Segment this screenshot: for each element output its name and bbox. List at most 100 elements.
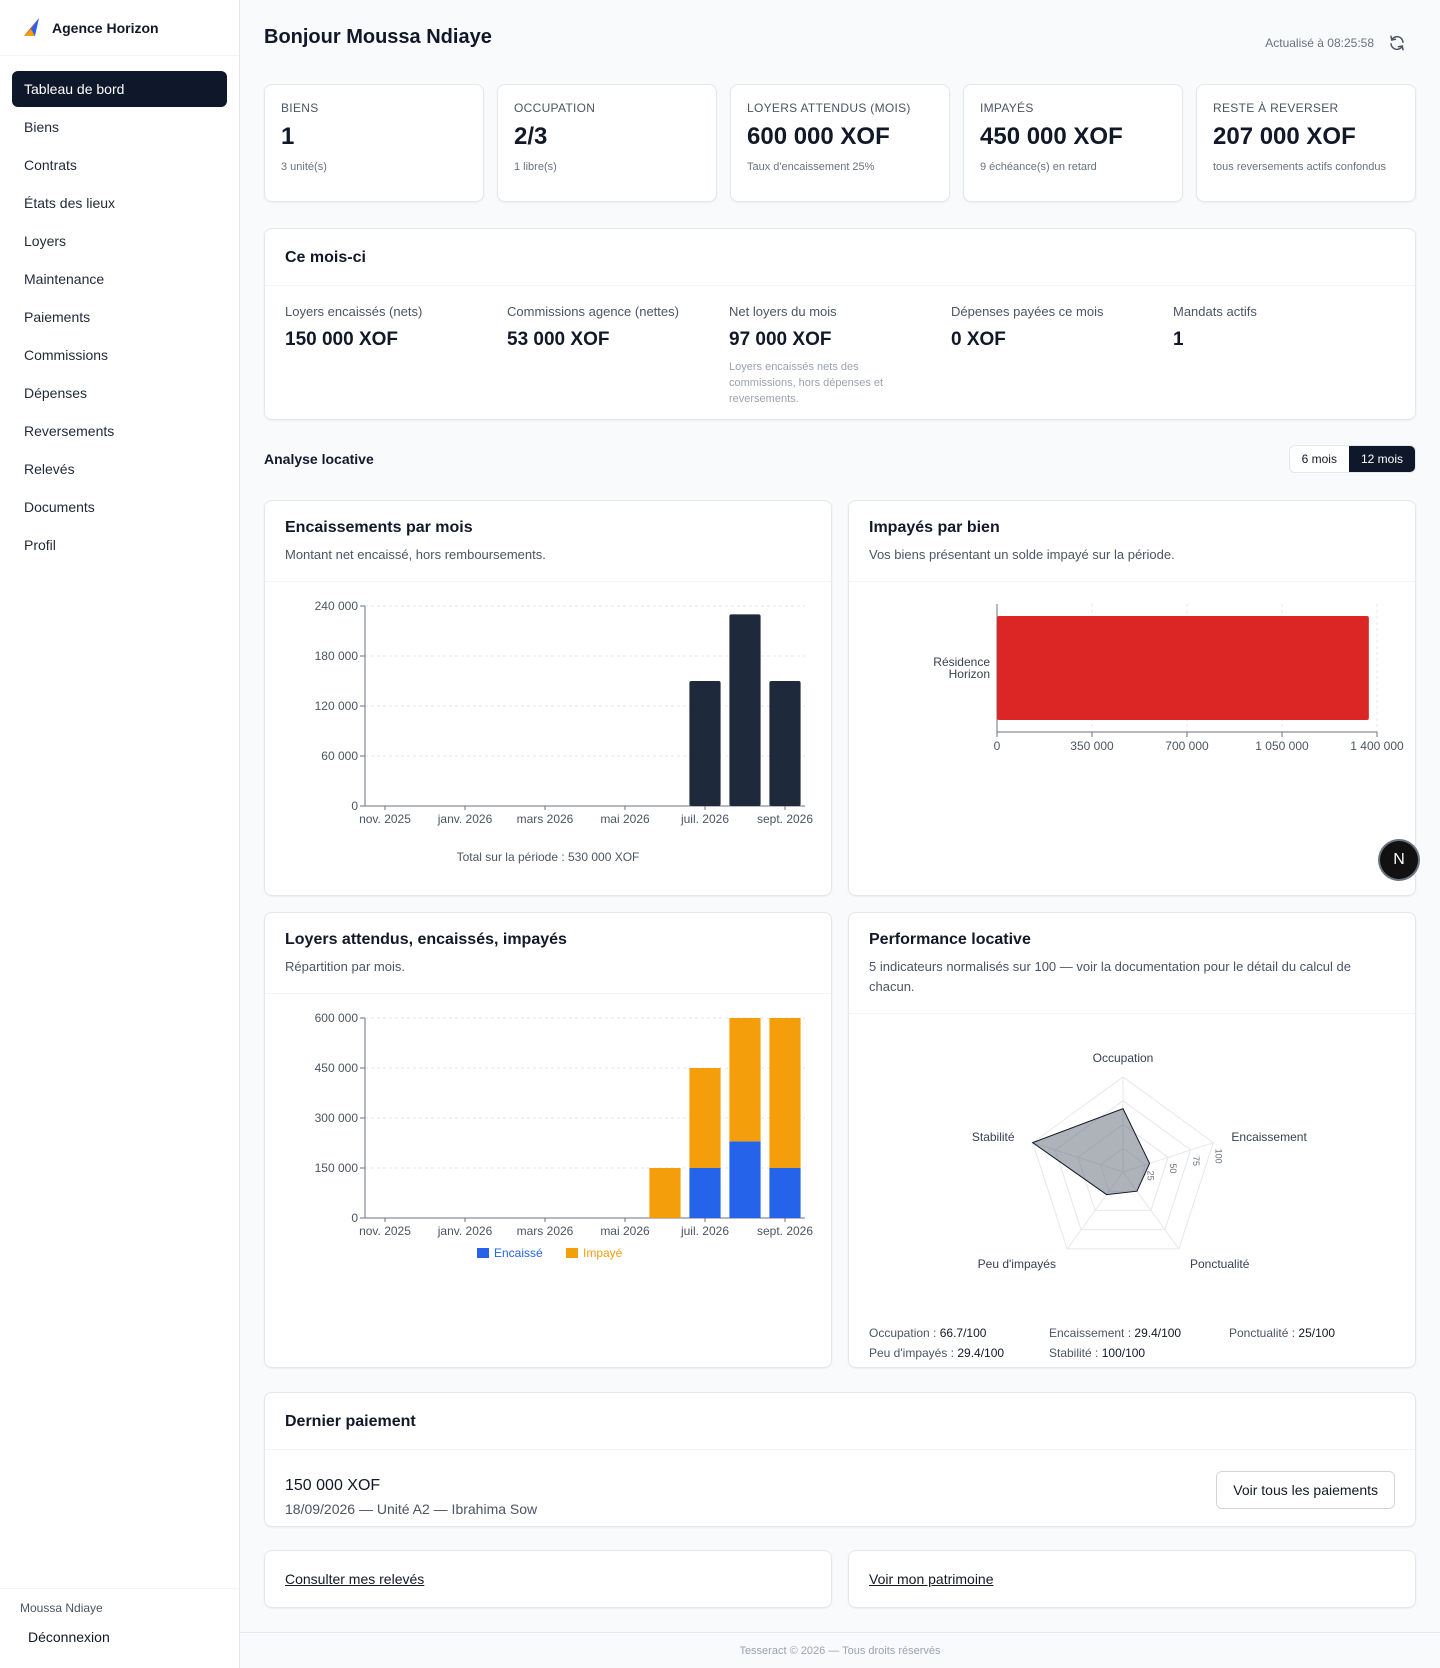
kpi-sub: tous reversements actifs confondus bbox=[1213, 161, 1387, 173]
sidebar-item-biens[interactable]: Biens bbox=[24, 119, 60, 135]
radar-tick-label: 75 bbox=[1191, 1156, 1201, 1166]
stat-value: 1 bbox=[1173, 329, 1184, 350]
bar-encaiss bbox=[729, 1141, 761, 1218]
stat-commissions: Commissions agence (nettes) 53 000 XOF bbox=[507, 304, 729, 407]
x-tick-label: 0 bbox=[994, 739, 1001, 753]
stat-depenses: Dépenses payées ce mois 0 XOF bbox=[951, 304, 1173, 407]
chart-title: Loyers attendus, encaissés, impayés bbox=[285, 931, 567, 948]
user-name: Moussa Ndiaye bbox=[20, 1601, 103, 1615]
analysis-title: Analyse locative bbox=[264, 451, 374, 467]
brand-name: Agence Horizon bbox=[52, 19, 159, 36]
sidebar-item-maintenance[interactable]: Maintenance bbox=[24, 271, 105, 287]
sidebar-item-loyers[interactable]: Loyers bbox=[24, 233, 67, 249]
y-tick-label: Résidence bbox=[933, 655, 990, 669]
kpi-label: Reste à reverser bbox=[1213, 101, 1339, 115]
page-footer: Tesseract © 2026 — Tous droits réservés bbox=[240, 1632, 1440, 1668]
releves-link[interactable]: Consulter mes relevés bbox=[285, 1571, 425, 1587]
x-tick-label: sept. 2026 bbox=[757, 1224, 813, 1238]
kpi-occupation: Occupation 2/3 1 libre(s) bbox=[497, 84, 717, 202]
bar-impay bbox=[689, 1068, 721, 1168]
last-payment-detail: 18/09/2026 — Unité A2 — Ibrahima Sow bbox=[285, 1501, 538, 1517]
perf-stat: Occupation : 66.7/100 bbox=[869, 1326, 987, 1340]
bar bbox=[769, 681, 801, 806]
x-tick-label: nov. 2025 bbox=[359, 1224, 411, 1238]
last-payment-title: Dernier paiement bbox=[265, 1393, 1415, 1450]
y-tick-label: 120 000 bbox=[315, 699, 359, 713]
bar-impay bbox=[729, 1018, 761, 1142]
legend-label: Encaissé bbox=[494, 1246, 543, 1260]
period-toggle: 6 mois 12 mois bbox=[1288, 445, 1416, 473]
perf-stat: Encaissement : 29.4/100 bbox=[1049, 1326, 1182, 1340]
impayes-chart: 0 350 000 700 000 1 050 000 1 400 000 Résiden… bbox=[933, 604, 1404, 753]
legend-swatch bbox=[477, 1248, 489, 1258]
x-tick-label: mars 2026 bbox=[517, 812, 574, 826]
sidebar-item-commissions[interactable]: Commissions bbox=[24, 347, 109, 363]
stat-loyers-encaisses: Loyers encaissés (nets) 150 000 XOF bbox=[285, 304, 507, 407]
legend-label: Impayé bbox=[583, 1246, 623, 1260]
brand[interactable]: Agence Horizon bbox=[0, 0, 239, 56]
kpi-value: 600 000 XOF bbox=[747, 123, 890, 150]
kpi-sub: 1 libre(s) bbox=[514, 161, 557, 173]
kpi-value: 1 bbox=[281, 123, 295, 150]
chart-title: Performance locative bbox=[869, 931, 1031, 948]
period-12-mois-button[interactable]: 12 mois bbox=[1348, 446, 1415, 472]
radar-axis-label: Encaissement bbox=[1231, 1130, 1307, 1144]
y-tick-label: 180 000 bbox=[315, 649, 359, 663]
sidebar: Agence Horizon Tableau de bord Biens Con… bbox=[0, 0, 240, 1668]
refresh-icon[interactable] bbox=[1388, 34, 1406, 52]
sidebar-item-profil[interactable]: Profil bbox=[24, 537, 56, 553]
sidebar-item-depenses[interactable]: Dépenses bbox=[24, 385, 88, 401]
x-tick-label: nov. 2025 bbox=[359, 812, 411, 826]
x-tick-label: mai 2026 bbox=[600, 1224, 650, 1238]
chart-subtitle: Montant net encaissé, hors remboursement… bbox=[285, 547, 546, 562]
bar bbox=[689, 681, 721, 806]
sidebar-item-contrats[interactable]: Contrats bbox=[24, 157, 77, 173]
sidebar-item-releves[interactable]: Relevés bbox=[24, 461, 75, 477]
radar-tick-label: 100 bbox=[1213, 1149, 1223, 1164]
period-6-mois-button[interactable]: 6 mois bbox=[1289, 446, 1349, 472]
bar bbox=[729, 614, 761, 806]
sidebar-nav: Tableau de bord Biens Contrats États des… bbox=[0, 56, 239, 563]
encaissements-chart: 0 60 000 120 000 180 000 240 000 nov. 2025 jan… bbox=[315, 599, 814, 864]
sidebar-item-reversements[interactable]: Reversements bbox=[24, 423, 115, 439]
sidebar-item-dashboard[interactable]: Tableau de bord bbox=[12, 71, 227, 107]
month-summary-card: Ce mois-ci Loyers encaissés (nets) 150 0… bbox=[264, 228, 1416, 420]
radar-axis-label: Occupation bbox=[1093, 1051, 1154, 1065]
month-title: Ce mois-ci bbox=[265, 229, 1415, 286]
radar-tick-label: 25 bbox=[1146, 1171, 1156, 1181]
impayes-chart-card: Impayés par bien Vos biens présentant un… bbox=[848, 500, 1416, 896]
y-tick-label: 0 bbox=[351, 1211, 358, 1225]
x-tick-label: sept. 2026 bbox=[757, 812, 813, 826]
x-tick-label: janv. 2026 bbox=[437, 1224, 493, 1238]
x-tick-label: mars 2026 bbox=[517, 1224, 574, 1238]
bar-impay bbox=[649, 1168, 681, 1218]
kpi-value: 207 000 XOF bbox=[1213, 123, 1356, 150]
kpi-loyers-attendus: Loyers attendus (mois) 600 000 XOF Taux … bbox=[730, 84, 950, 202]
chart-subtitle: 5 indicateurs normalisés sur 100 — voir … bbox=[869, 959, 1351, 994]
y-tick-label: 600 000 bbox=[315, 1011, 359, 1025]
last-payment-amount: 150 000 XOF bbox=[285, 1477, 381, 1494]
patrimoine-link[interactable]: Voir mon patrimoine bbox=[869, 1571, 994, 1587]
sidebar-item-paiements[interactable]: Paiements bbox=[24, 309, 91, 325]
releves-link-card: Consulter mes relevés bbox=[264, 1550, 832, 1608]
kpi-impayes: Impayés 450 000 XOF 9 échéance(s) en ret… bbox=[963, 84, 1183, 202]
stat-note: Loyers encaissés nets des commissions, h… bbox=[729, 361, 884, 405]
y-tick-label: Horizon bbox=[949, 667, 990, 681]
y-tick-label: 0 bbox=[351, 799, 358, 813]
sidebar-item-documents[interactable]: Documents bbox=[24, 499, 95, 515]
y-tick-label: 240 000 bbox=[315, 599, 359, 613]
kpi-reste-a-reverser: Reste à reverser 207 000 XOF tous revers… bbox=[1196, 84, 1416, 202]
logout-button[interactable]: Déconnexion bbox=[28, 1629, 110, 1645]
x-tick-label: juil. 2026 bbox=[680, 1224, 729, 1238]
bar-encaiss bbox=[769, 1168, 801, 1218]
page-title: Bonjour Moussa Ndiaye bbox=[264, 26, 492, 48]
x-tick-label: 1 050 000 bbox=[1255, 739, 1309, 753]
floating-action-button[interactable]: N bbox=[1380, 841, 1418, 879]
sidebar-item-etats-des-lieux[interactable]: États des lieux bbox=[24, 195, 116, 211]
radar-axis-label: Ponctualité bbox=[1190, 1257, 1250, 1271]
stat-net-loyers: Net loyers du mois 97 000 XOF Loyers enc… bbox=[729, 304, 951, 407]
kpi-label: Biens bbox=[281, 101, 319, 115]
perf-stat: Ponctualité : 25/100 bbox=[1229, 1326, 1336, 1340]
x-tick-label: 350 000 bbox=[1070, 739, 1114, 753]
view-all-payments-button[interactable]: Voir tous les paiements bbox=[1216, 1471, 1395, 1509]
